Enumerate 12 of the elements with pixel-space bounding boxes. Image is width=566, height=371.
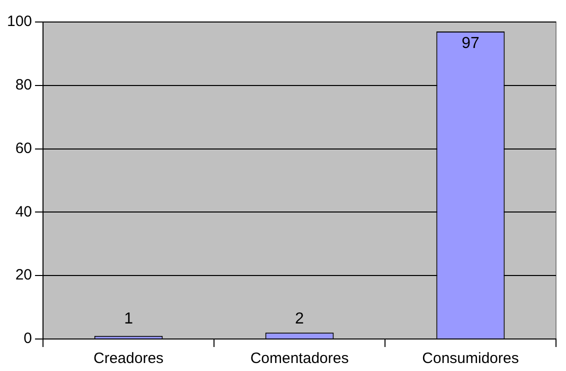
x-tick-label: Creadores [94,350,164,368]
y-tick-label: 80 [15,76,32,94]
data-label: 2 [295,310,304,328]
data-label: 97 [462,34,480,52]
y-tick-label: 40 [15,203,32,220]
x-tick-label: Consumidores [422,350,519,368]
x-tick-label: Comentadores [250,350,349,368]
y-tick-label: 20 [15,266,32,284]
data-label: 1 [124,310,134,328]
y-tick-label: 100 [6,13,32,30]
y-tick-label: 0 [24,330,32,348]
y-tick-label: 60 [15,140,32,157]
